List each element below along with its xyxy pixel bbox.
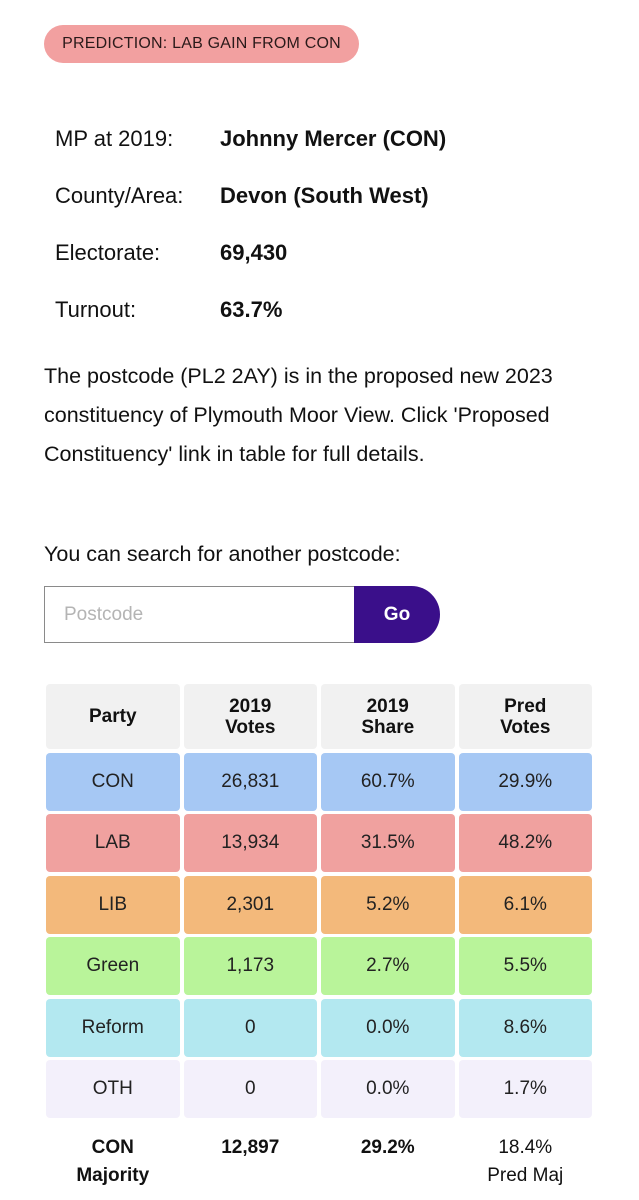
majority-share: 29.2%	[360, 1137, 415, 1158]
go-button[interactable]: Go	[354, 586, 440, 643]
pred-votes-cell: 1.7%	[458, 1060, 592, 1118]
pred-votes-cell: 6.1%	[458, 875, 592, 934]
info-row-mp: MP at 2019: Johnny Mercer (CON)	[55, 110, 615, 167]
header-text: Share	[361, 716, 415, 738]
table-row: LIB 2,301 5.2% 6.1%	[46, 875, 592, 934]
majority-row: CON Majority 12,897 29.2% 18.4% Pred Maj	[46, 1134, 592, 1190]
info-value: 63.7%	[220, 296, 283, 322]
majority-text: Majority	[76, 1165, 150, 1186]
header-text: Party	[88, 706, 137, 727]
share-2019-cell: 60.7%	[321, 752, 455, 811]
header-text: Pred	[504, 695, 547, 717]
pred-votes-cell: 5.5%	[458, 937, 592, 995]
party-cell: OTH	[46, 1060, 180, 1118]
info-row-turnout: Turnout: 63.7%	[55, 281, 615, 338]
votes-2019-cell: 2,301	[183, 875, 317, 934]
constituency-info: MP at 2019: Johnny Mercer (CON) County/A…	[55, 110, 615, 338]
majority-party: CON	[91, 1137, 134, 1158]
info-row-electorate: Electorate: 69,430	[55, 224, 615, 281]
party-cell: LAB	[46, 814, 180, 872]
predicted-majority: 18.4% Pred Maj	[459, 1134, 593, 1190]
pred-majority-value: 18.4%	[498, 1137, 553, 1158]
table-row: Green 1,173 2.7% 5.5%	[46, 937, 592, 995]
party-cell: LIB	[46, 875, 180, 934]
share-2019-cell: 5.2%	[321, 875, 455, 934]
header-party: Party	[46, 684, 180, 749]
header-2019-votes: 2019 Votes	[183, 684, 317, 749]
header-text: 2019	[229, 695, 272, 717]
search-label: You can search for another postcode:	[44, 542, 401, 566]
votes-2019-cell: 0	[183, 1060, 317, 1118]
info-row-county: County/Area: Devon (South West)	[55, 167, 615, 224]
info-label: Turnout:	[55, 296, 137, 322]
majority-votes: 12,897	[221, 1137, 280, 1158]
header-pred-votes: Pred Votes	[458, 684, 592, 749]
postcode-description: The postcode (PL2 2AY) is in the propose…	[44, 364, 553, 466]
party-cell: CON	[46, 752, 180, 811]
info-label: Electorate:	[55, 239, 161, 265]
info-value: Devon (South West)	[220, 182, 429, 208]
pred-votes-cell: 48.2%	[458, 814, 592, 872]
pred-votes-cell: 8.6%	[458, 998, 592, 1057]
info-value: 69,430	[220, 239, 288, 265]
header-text: 2019	[366, 695, 409, 717]
party-cell: Green	[46, 937, 180, 995]
info-value: Johnny Mercer (CON)	[220, 125, 447, 151]
postcode-input[interactable]	[44, 586, 355, 643]
table-row: Reform 0 0.0% 8.6%	[46, 998, 592, 1057]
results-table: Party 2019 Votes 2019 Share Pred Votes CON …	[46, 684, 592, 1122]
table-row: CON 26,831 60.7% 29.9%	[46, 752, 592, 811]
majority-label: CON Majority	[46, 1134, 180, 1190]
votes-2019-cell: 1,173	[183, 937, 317, 995]
votes-2019-cell: 13,934	[183, 814, 317, 872]
votes-2019-cell: 0	[183, 998, 317, 1057]
prediction-badge: PREDICTION: LAB GAIN FROM CON	[44, 25, 359, 63]
pred-votes-cell: 29.9%	[458, 752, 592, 811]
table-row: LAB 13,934 31.5% 48.2%	[46, 814, 592, 872]
votes-2019-cell: 26,831	[183, 752, 317, 811]
info-label: County/Area:	[55, 182, 184, 208]
share-2019-cell: 0.0%	[321, 998, 455, 1057]
table-header-row: Party 2019 Votes 2019 Share Pred Votes	[46, 684, 592, 749]
header-text: Votes	[225, 716, 276, 738]
share-2019-cell: 31.5%	[321, 814, 455, 872]
table-row: OTH 0 0.0% 1.7%	[46, 1060, 592, 1118]
share-2019-cell: 2.7%	[321, 937, 455, 995]
party-cell: Reform	[46, 998, 180, 1057]
pred-majority-label: Pred Maj	[487, 1165, 564, 1186]
header-text: Votes	[500, 716, 551, 738]
share-2019-cell: 0.0%	[321, 1060, 455, 1118]
info-label: MP at 2019:	[55, 125, 174, 151]
header-2019-share: 2019 Share	[321, 684, 455, 749]
